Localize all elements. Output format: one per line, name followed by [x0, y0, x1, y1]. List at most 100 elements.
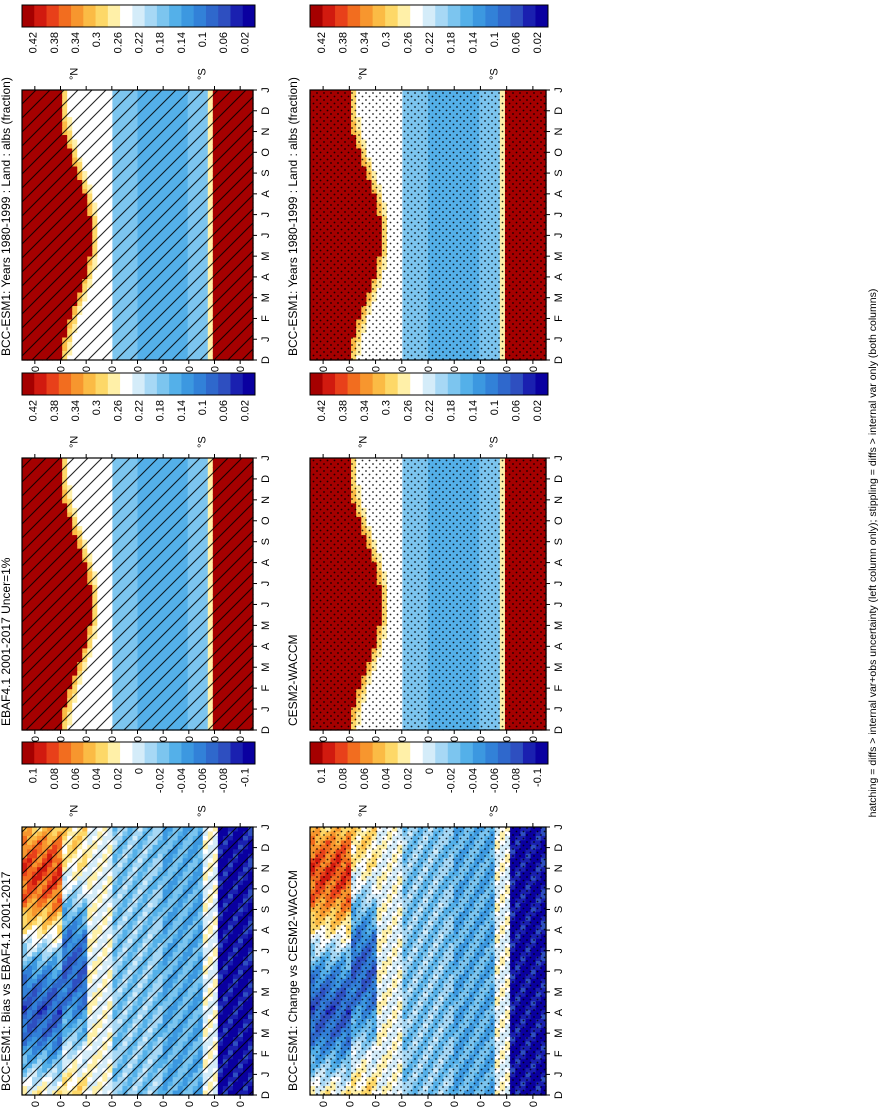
- colorbar-swatch: [447, 742, 461, 764]
- lat-hemisphere-N: °N: [357, 436, 369, 448]
- month-tick-label: N: [553, 128, 565, 136]
- colorbar-swatch: [132, 5, 146, 27]
- colorbar-swatch: [310, 5, 324, 27]
- colorbar-swatch: [230, 742, 244, 764]
- month-tick-label: D: [553, 475, 565, 483]
- colorbar-swatch: [181, 742, 195, 764]
- colorbar-swatch: [347, 373, 361, 395]
- colorbar-label: 0.3: [91, 400, 103, 415]
- colorbar-swatch: [71, 742, 84, 764]
- lat-tick-label: 40: [81, 1101, 93, 1107]
- colorbar-swatch: [410, 742, 424, 764]
- colorbar-label: 0.08: [337, 768, 349, 789]
- colorbar-label: 0.22: [424, 32, 436, 53]
- month-tick-label: D: [553, 1091, 565, 1099]
- colorbar-label: -0.1: [532, 768, 544, 787]
- month-tick-label: N: [553, 496, 565, 504]
- month-tick-label: J: [260, 233, 272, 239]
- month-tick-label: A: [260, 273, 272, 281]
- colorbar-swatch: [169, 742, 182, 764]
- colorbar-swatch: [95, 5, 109, 27]
- colorbar-swatch: [169, 5, 182, 27]
- colorbar-label: 0.06: [511, 400, 523, 421]
- month-tick-label: J: [260, 948, 272, 954]
- colorbar-swatch: [71, 5, 84, 27]
- colorbar-label: 0.1: [489, 400, 501, 415]
- lat-hemisphere-N: °N: [357, 805, 369, 817]
- lat-tick-label: 60: [502, 1101, 514, 1107]
- colorbar-label: 0.1: [316, 768, 328, 783]
- month-tick-label: A: [553, 926, 565, 934]
- lat-tick-label: 0: [133, 736, 145, 742]
- month-tick-label: A: [553, 558, 565, 566]
- month-tick-label: S: [260, 169, 272, 176]
- colorbar-label: 0.34: [70, 32, 82, 53]
- month-tick-label: A: [260, 926, 272, 934]
- month-tick-label: A: [260, 642, 272, 650]
- colorbar-label: -0.1: [239, 768, 251, 787]
- colorbar-swatch: [447, 373, 461, 395]
- figure-footnote: hatching = diffs > internal var+obs unce…: [867, 289, 879, 818]
- colorbar: 0.42 0.38 0.34 0.3 0.26 0.22 0.18 0.14 0.1 0.06 0.…: [21, 4, 256, 53]
- colorbar-label: 0.14: [467, 32, 479, 53]
- colorbar-swatch: [46, 5, 60, 27]
- colorbar-label: 0.18: [155, 32, 167, 53]
- colorbar-swatch: [34, 742, 48, 764]
- colorbar-swatch: [372, 373, 386, 395]
- lat-tick-label: 0: [423, 736, 435, 742]
- hatching-overlay: [22, 90, 253, 360]
- colorbar-swatch: [422, 742, 436, 764]
- month-tick-label: A: [553, 273, 565, 281]
- month-tick-label: J: [260, 87, 272, 93]
- colorbar-frame: [21, 372, 256, 396]
- month-tick-label: D: [553, 726, 565, 734]
- colorbar-label: 0.02: [532, 400, 544, 421]
- colorbar-swatch: [485, 373, 499, 395]
- colorbar: 0.42 0.38 0.34 0.3 0.26 0.22 0.18 0.14 0.1 0.06 0.…: [21, 372, 256, 421]
- colorbar-label: 0.06: [218, 32, 230, 53]
- colorbar-label: 0.22: [424, 400, 436, 421]
- colorbar-label: 0.18: [155, 400, 167, 421]
- colorbar-swatch: [472, 742, 486, 764]
- colorbar-label: -0.04: [467, 768, 479, 793]
- lat-tick-label: 80: [30, 1101, 42, 1107]
- month-tick-label: F: [553, 685, 565, 692]
- colorbar-swatch: [410, 5, 424, 27]
- colorbar-swatch: [510, 742, 524, 764]
- colorbar-swatch: [193, 373, 207, 395]
- lat-tick-label: 0: [423, 1101, 435, 1107]
- colorbar-swatch: [83, 5, 97, 27]
- colorbar-swatch: [58, 373, 72, 395]
- month-tick-label: J: [260, 212, 272, 218]
- colorbar-label: 0.14: [467, 400, 479, 421]
- colorbar-swatch: [397, 373, 411, 395]
- panel-title: BCC-ESM1: Bias vs EBAF4.1 2001-2017: [0, 871, 13, 1091]
- colorbar-swatch: [335, 742, 349, 764]
- lat-tick-label: 80: [318, 1101, 330, 1107]
- colorbar-swatch: [95, 373, 109, 395]
- lat-tick-label: 40: [184, 1101, 196, 1107]
- colorbar-label: 0.14: [176, 400, 188, 421]
- colorbar-swatch: [360, 373, 374, 395]
- lat-hemisphere-N: °N: [68, 436, 80, 448]
- colorbar-swatch: [447, 5, 461, 27]
- colorbar-label: 0.1: [197, 400, 209, 415]
- colorbar-swatch: [510, 373, 524, 395]
- colorbar-swatch: [107, 742, 121, 764]
- colorbar-label: 0.1: [197, 32, 209, 47]
- colorbar-swatch: [169, 373, 182, 395]
- colorbar-swatch: [535, 373, 549, 395]
- panel-title: BCC-ESM1: Years 1980-1999 : Land : albs …: [286, 77, 300, 356]
- month-tick-label: A: [553, 642, 565, 650]
- colorbar-swatch: [310, 373, 324, 395]
- month-tick-label: M: [260, 621, 272, 630]
- month-tick-label: N: [260, 864, 272, 872]
- colorbar-label: 0.06: [218, 400, 230, 421]
- lat-hemisphere-S: °S: [489, 436, 501, 448]
- colorbar-label: 0.06: [359, 768, 371, 789]
- colorbar-swatch: [205, 5, 219, 27]
- month-tick-label: J: [553, 602, 565, 608]
- colorbar-label: 0.06: [511, 32, 523, 53]
- panel-title: BCC-ESM1: Years 1980-1999 : Land : albs …: [0, 77, 13, 356]
- lat-tick-label: 0: [133, 366, 145, 372]
